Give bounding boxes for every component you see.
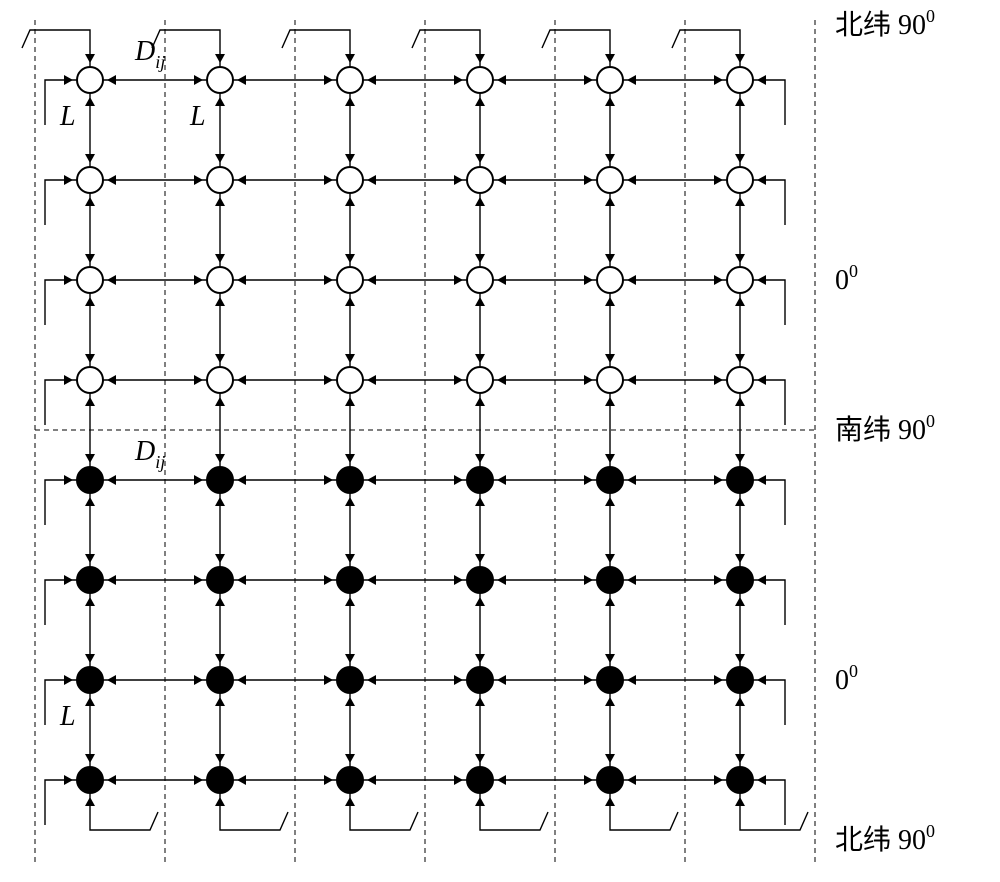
grid-node — [207, 467, 233, 493]
grid-node — [727, 667, 753, 693]
grid-node — [207, 267, 233, 293]
lat-label: 北纬 900 — [835, 821, 935, 856]
grid-node — [77, 67, 103, 93]
grid-node — [727, 467, 753, 493]
grid-node — [467, 667, 493, 693]
grid-node — [597, 67, 623, 93]
grid-node — [337, 567, 363, 593]
grid-node — [727, 367, 753, 393]
grid-node — [207, 67, 233, 93]
grid-node — [77, 267, 103, 293]
grid-node — [207, 667, 233, 693]
grid-node — [337, 767, 363, 793]
grid-node — [727, 167, 753, 193]
grid-node — [337, 67, 363, 93]
grid-node — [597, 467, 623, 493]
grid-node — [337, 167, 363, 193]
dij-label: Dij — [134, 436, 165, 472]
grid-node — [337, 467, 363, 493]
grid-node — [467, 567, 493, 593]
grid-node — [77, 367, 103, 393]
grid-node — [727, 67, 753, 93]
l-label: L — [59, 701, 76, 732]
l-label: L — [59, 101, 76, 132]
grid-node — [727, 267, 753, 293]
grid-node — [467, 467, 493, 493]
grid-node — [597, 567, 623, 593]
grid-node — [77, 767, 103, 793]
grid-node — [597, 267, 623, 293]
dij-label: Dij — [134, 36, 165, 72]
lat-label: 北纬 900 — [835, 6, 935, 41]
grid-node — [597, 167, 623, 193]
grid-node — [597, 767, 623, 793]
grid-node — [597, 367, 623, 393]
grid-node — [337, 367, 363, 393]
grid-node — [467, 767, 493, 793]
grid-node — [337, 267, 363, 293]
grid-node — [467, 67, 493, 93]
grid-node — [207, 567, 233, 593]
grid-node — [467, 167, 493, 193]
lat-label: 00 — [835, 661, 858, 696]
grid-node — [337, 667, 363, 693]
l-label: L — [189, 101, 206, 132]
grid-node — [467, 267, 493, 293]
grid-node — [597, 667, 623, 693]
network-diagram: 北纬 900 00 南纬 900 00 北纬 900 Dij Dij L L L — [0, 0, 1000, 882]
lat-label: 00 — [835, 261, 858, 296]
grid-node — [77, 567, 103, 593]
grid-node — [77, 667, 103, 693]
grid-node — [727, 567, 753, 593]
grid-node — [207, 367, 233, 393]
grid-node — [77, 167, 103, 193]
grid-node — [727, 767, 753, 793]
lat-label: 南纬 900 — [835, 411, 935, 446]
grid-node — [77, 467, 103, 493]
grid-node — [467, 367, 493, 393]
grid-node — [207, 167, 233, 193]
grid-node — [207, 767, 233, 793]
